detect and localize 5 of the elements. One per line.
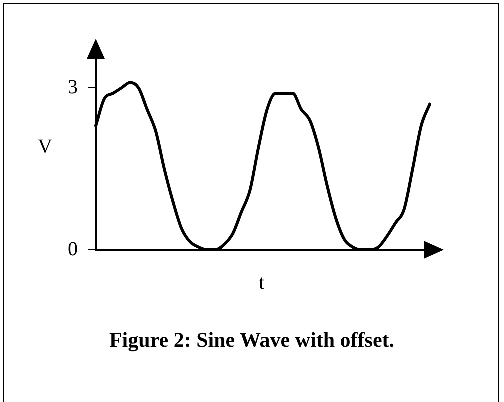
text: Figure 2: Sine Wave with offset. — [108, 328, 396, 353]
y-axis-title: V — [38, 136, 52, 158]
y-tick-label: 3 — [68, 76, 78, 98]
y-tick-label: 0 — [68, 238, 78, 260]
x-axis-title: t — [259, 272, 265, 295]
